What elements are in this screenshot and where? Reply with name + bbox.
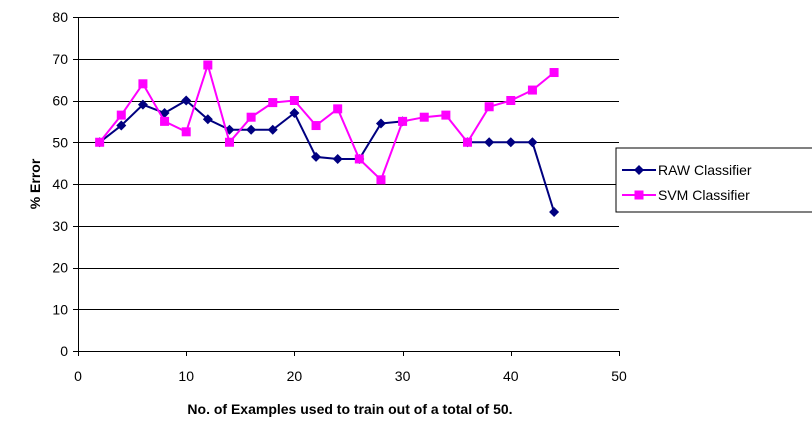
y-axis-title: % Error xyxy=(27,158,43,209)
legend-svm-marker xyxy=(634,190,644,200)
x-axis-title: No. of Examples used to train out of a t… xyxy=(187,401,512,417)
x-tick-label-0: 0 xyxy=(74,368,82,384)
x-tick-label-10: 10 xyxy=(178,368,194,384)
point-1-x16 xyxy=(246,112,256,122)
y-tick-label-30: 30 xyxy=(52,218,68,234)
series-layer xyxy=(94,60,560,217)
point-1-x10 xyxy=(181,127,191,137)
point-0-x12 xyxy=(202,114,213,125)
x-tick-label-30: 30 xyxy=(395,368,411,384)
x-tick-label-50: 50 xyxy=(611,368,627,384)
point-0-x42 xyxy=(527,137,538,148)
series-1 xyxy=(95,60,559,185)
point-1-x8 xyxy=(160,116,170,126)
point-0-x22 xyxy=(311,151,322,162)
y-tick-label-60: 60 xyxy=(52,93,68,109)
point-1-x30 xyxy=(398,116,408,126)
x-tick-label-20: 20 xyxy=(287,368,303,384)
point-1-x2 xyxy=(95,137,105,147)
point-0-x16 xyxy=(246,124,257,135)
y-tick-label-10: 10 xyxy=(52,301,68,317)
point-0-x28 xyxy=(375,118,386,129)
point-1-x32 xyxy=(419,112,429,122)
y-tick-labels: 0 10 20 30 40 50 60 70 80 xyxy=(52,9,68,359)
y-tick-label-50: 50 xyxy=(52,134,68,150)
y-tick-label-20: 20 xyxy=(52,260,68,276)
point-1-x34 xyxy=(441,110,451,120)
series-0-line xyxy=(467,141,556,213)
series-0 xyxy=(94,95,560,217)
gridlines xyxy=(73,17,620,356)
legend-raw-label: RAW Classifier xyxy=(658,162,752,178)
y-tick-label-40: 40 xyxy=(52,176,68,192)
point-1-x14 xyxy=(224,137,234,147)
point-1-x36 xyxy=(463,137,473,147)
point-0-x10 xyxy=(181,95,192,106)
point-0-x4 xyxy=(116,120,127,131)
point-1-x4 xyxy=(116,110,126,120)
point-1-x12 xyxy=(203,60,213,70)
point-1-x28 xyxy=(376,175,386,185)
point-0-x40 xyxy=(505,137,516,148)
point-0-x20 xyxy=(289,108,300,119)
legend-raw-marker xyxy=(634,165,644,175)
point-0-x6 xyxy=(137,99,148,110)
series-1-line xyxy=(98,61,555,182)
point-1-x24 xyxy=(333,104,343,114)
legend-svm-label: SVM Classifier xyxy=(658,187,750,203)
point-1-x22 xyxy=(311,121,321,131)
y-tick-label-80: 80 xyxy=(52,9,68,25)
point-1-x20 xyxy=(289,96,299,105)
point-0-x24 xyxy=(332,153,343,164)
point-0-x38 xyxy=(484,137,495,148)
legend: RAW Classifier SVM Classifier xyxy=(615,147,812,213)
point-1-x18 xyxy=(268,98,278,108)
y-tick-label-0: 0 xyxy=(60,343,68,359)
x-tick-labels: 0 10 20 30 40 50 xyxy=(74,368,627,384)
point-1-x6 xyxy=(138,79,148,89)
point-0-x44 xyxy=(549,206,560,217)
legend-box xyxy=(615,147,812,213)
point-1-x42 xyxy=(527,85,537,95)
point-1-x26 xyxy=(354,154,364,164)
y-tick-label-70: 70 xyxy=(52,51,68,67)
point-1-x40 xyxy=(506,96,516,105)
x-tick-label-40: 40 xyxy=(503,368,519,384)
point-0-x18 xyxy=(267,124,278,135)
point-1-x38 xyxy=(484,102,494,112)
point-1-x44 xyxy=(549,68,559,78)
